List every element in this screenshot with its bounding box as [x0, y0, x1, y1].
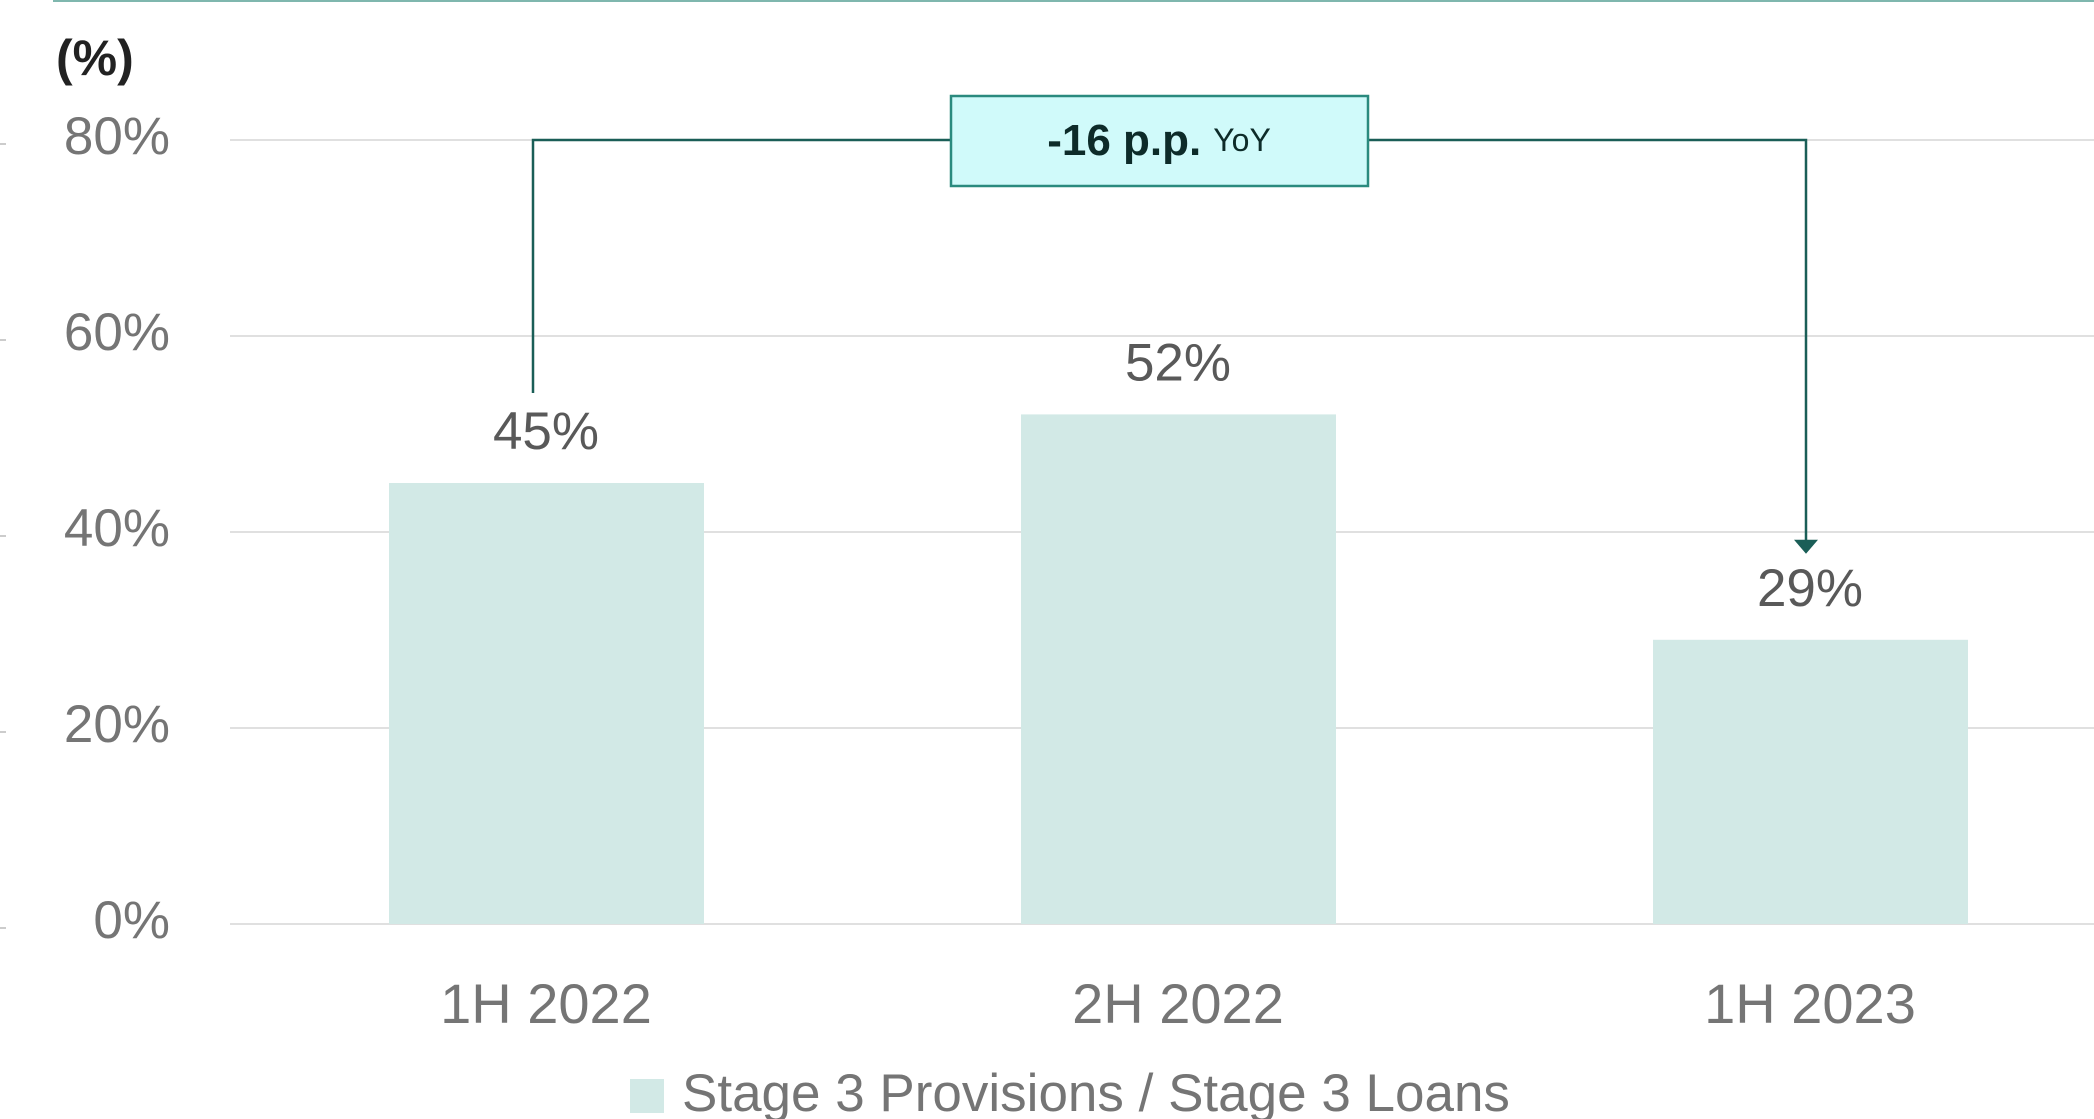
y-tick-label: 20% — [64, 695, 170, 754]
legend-label: Stage 3 Provisions / Stage 3 Loans — [682, 1064, 1510, 1119]
annotation-text: -16 p.p. YoY — [1047, 116, 1271, 165]
bar — [1653, 639, 1968, 924]
value-label: 29% — [1757, 559, 1863, 618]
annotation-arrowhead — [1794, 539, 1818, 554]
x-tick-label: 2H 2022 — [1072, 972, 1284, 1035]
annotation-line — [1368, 138, 1808, 552]
annotation-suffix: YoY — [1213, 122, 1271, 158]
value-label: 52% — [1125, 333, 1231, 392]
bar — [389, 483, 704, 924]
legend-swatch — [630, 1079, 664, 1113]
bar — [1021, 414, 1336, 924]
annotation-box — [949, 94, 1370, 188]
annotation-line — [531, 138, 951, 393]
y-tick-label: 0% — [93, 891, 170, 950]
y-tick-label: 60% — [64, 303, 170, 362]
y-unit-label: (%) — [56, 30, 134, 86]
y-tick-label: 40% — [64, 499, 170, 558]
x-tick-label: 1H 2023 — [1704, 972, 1916, 1035]
y-tick-label: 80% — [64, 107, 170, 166]
annotation-main: -16 p.p. — [1047, 116, 1201, 165]
value-label: 45% — [493, 402, 599, 461]
x-tick-label: 1H 2022 — [440, 972, 652, 1035]
